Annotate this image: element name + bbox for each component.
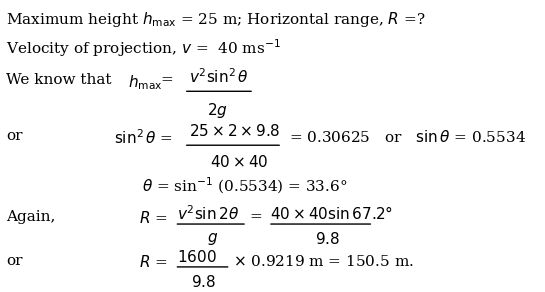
Text: $\theta$ = sin$^{-1}$ (0.5534) = 33.6°: $\theta$ = sin$^{-1}$ (0.5534) = 33.6° — [142, 176, 347, 196]
Text: $\times$ 0.9219 m = 150.5 m.: $\times$ 0.9219 m = 150.5 m. — [233, 254, 414, 270]
Text: $v^2 \sin 2\theta$: $v^2 \sin 2\theta$ — [177, 205, 239, 223]
Text: = 0.30625   or   $\sin\theta$ = 0.5534: = 0.30625 or $\sin\theta$ = 0.5534 — [289, 128, 526, 145]
Text: $9.8$: $9.8$ — [191, 274, 216, 290]
Text: Maximum height $h_{\rm max}$ = 25 m; Horizontal range, $R$ =?: Maximum height $h_{\rm max}$ = 25 m; Hor… — [6, 10, 426, 29]
Text: $40 \times 40 \sin 67.2°$: $40 \times 40 \sin 67.2°$ — [270, 205, 393, 222]
Text: Velocity of projection, $v$ =  40 ms$^{-1}$: Velocity of projection, $v$ = 40 ms$^{-1… — [6, 37, 281, 59]
Text: $1600$: $1600$ — [177, 249, 216, 265]
Text: =: = — [249, 210, 262, 224]
Text: $h_{\rm max}$: $h_{\rm max}$ — [128, 73, 162, 92]
Text: $R$ =: $R$ = — [140, 254, 168, 270]
Text: Again,: Again, — [6, 210, 56, 224]
Text: $9.8$: $9.8$ — [315, 231, 340, 247]
Text: $40 \times 40$: $40 \times 40$ — [210, 154, 268, 170]
Text: $g$: $g$ — [207, 231, 219, 247]
Text: $\sin^2\theta$ =: $\sin^2\theta$ = — [114, 128, 173, 147]
Text: $R$ =: $R$ = — [140, 210, 168, 226]
Text: or: or — [6, 254, 22, 268]
Text: $v^2 \sin^2\theta$: $v^2 \sin^2\theta$ — [189, 68, 249, 86]
Text: $25 \times 2 \times 9.8$: $25 \times 2 \times 9.8$ — [189, 123, 280, 139]
Text: $2g$: $2g$ — [207, 101, 228, 120]
Text: =: = — [160, 73, 173, 87]
Text: We know that: We know that — [6, 73, 112, 87]
Text: or: or — [6, 128, 22, 142]
